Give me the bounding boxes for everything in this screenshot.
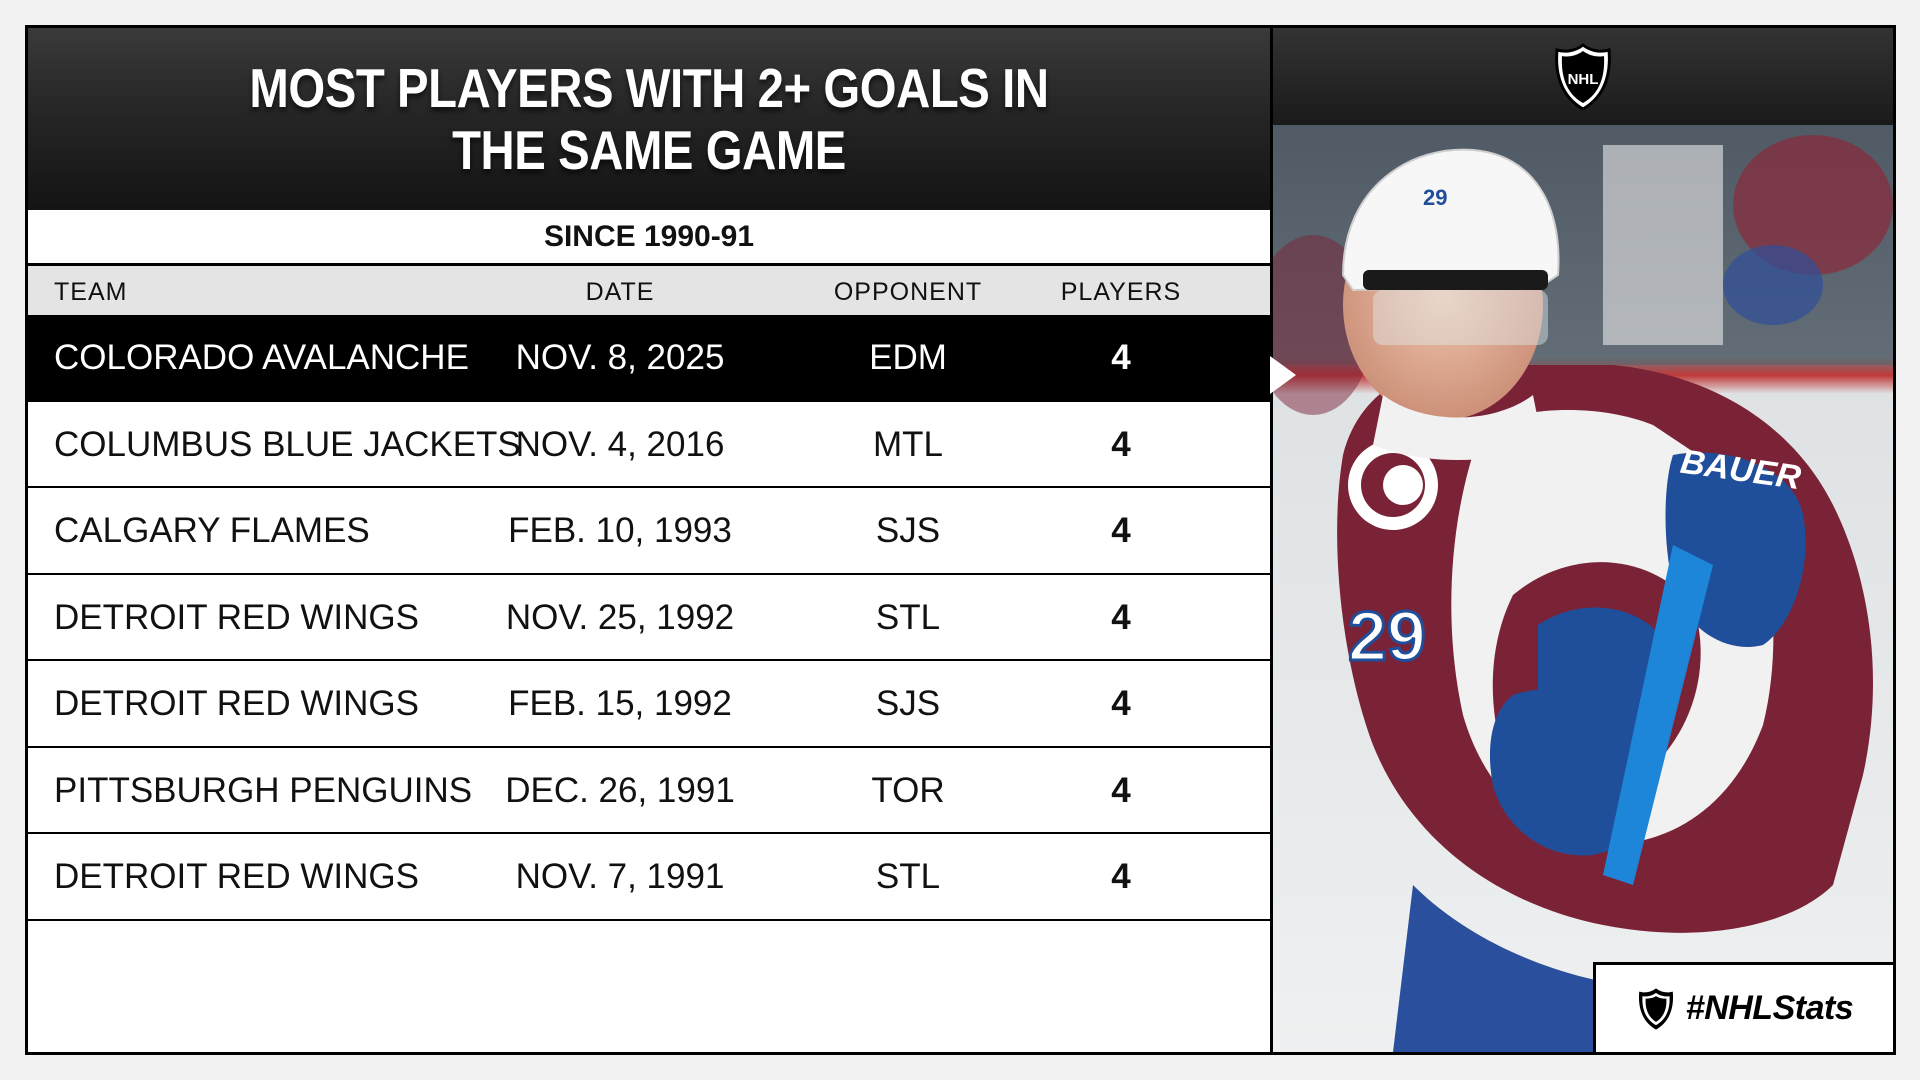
nhl-shield-logo-icon: NHL <box>1555 42 1611 111</box>
helmet-number: 29 <box>1423 185 1447 210</box>
team-cell: COLORADO AVALANCHE <box>54 338 469 378</box>
chart-subtitle: SINCE 1990-91 <box>28 210 1270 266</box>
opponent-cell: TOR <box>871 770 945 810</box>
highlight-pointer-icon <box>1270 356 1296 394</box>
hashtag-badge: #NHLStats <box>1593 962 1893 1052</box>
hashtag-text: #NHLStats <box>1685 989 1854 1027</box>
opponent-cell: STL <box>875 857 941 897</box>
date-cell: FEB. 15, 1992 <box>508 684 732 724</box>
subtitle-text: SINCE 1990-91 <box>543 219 755 253</box>
team-cell: CALGARY FLAMES <box>54 511 370 551</box>
players-cell: 4 <box>1111 511 1131 551</box>
sleeve-number: 29 <box>1348 597 1426 675</box>
players-cell: 4 <box>1111 424 1131 464</box>
opponent-cell: MTL <box>873 424 943 464</box>
players-cell: 4 <box>1111 770 1131 810</box>
table-row: CALGARY FLAMES FEB. 10, 1993 SJS 4 <box>28 488 1270 575</box>
nhl-small-shield-icon <box>1638 987 1673 1030</box>
table-row: DETROIT RED WINGS FEB. 15, 1992 SJS 4 <box>28 661 1270 748</box>
column-header-date: DATE <box>585 278 655 306</box>
graphic-frame: MOST PLAYERS WITH 2+ GOALS IN THE SAME G… <box>25 25 1896 1055</box>
players-cell: 4 <box>1111 597 1131 637</box>
opponent-cell: SJS <box>875 511 941 551</box>
team-cell: DETROIT RED WINGS <box>54 597 419 637</box>
players-cell: 4 <box>1111 684 1131 724</box>
column-header-team: TEAM <box>54 278 128 306</box>
logo-bar: NHL <box>1273 28 1893 125</box>
players-cell: 4 <box>1111 857 1131 897</box>
logo-text: NHL <box>1568 71 1599 88</box>
table-row: DETROIT RED WINGS NOV. 25, 1992 STL 4 <box>28 574 1270 661</box>
team-cell: PITTSBURGH PENGUINS <box>54 770 473 810</box>
team-cell: DETROIT RED WINGS <box>54 857 419 897</box>
column-header-opponent: OPPONENT <box>833 278 983 306</box>
table-header-row: TEAM DATE OPPONENT PLAYERS <box>28 266 1270 315</box>
players-cell: 4 <box>1111 338 1131 378</box>
stats-table-panel: MOST PLAYERS WITH 2+ GOALS IN THE SAME G… <box>28 28 1270 1052</box>
date-cell: NOV. 8, 2025 <box>515 338 725 378</box>
opponent-cell: EDM <box>869 338 947 378</box>
photo-panel: NHL <box>1273 28 1893 1052</box>
date-cell: NOV. 4, 2016 <box>515 424 725 464</box>
date-cell: NOV. 7, 1991 <box>515 857 725 897</box>
team-cell: COLUMBUS BLUE JACKETS <box>54 424 521 464</box>
team-cell: DETROIT RED WINGS <box>54 684 419 724</box>
table-row-highlighted: COLORADO AVALANCHE NOV. 8, 2025 EDM 4 <box>28 315 1270 402</box>
opponent-cell: STL <box>875 597 941 637</box>
title-box: MOST PLAYERS WITH 2+ GOALS IN THE SAME G… <box>28 28 1270 210</box>
date-cell: FEB. 10, 1993 <box>508 511 732 551</box>
player-photo: 29 BAUER 29 <box>1273 125 1893 1052</box>
player-photo-illustration: 29 BAUER 29 <box>1273 125 1893 1052</box>
table-row: PITTSBURGH PENGUINS DEC. 26, 1991 TOR 4 <box>28 747 1270 834</box>
date-cell: DEC. 26, 1991 <box>505 770 735 810</box>
opponent-cell: SJS <box>875 684 941 724</box>
table-row: DETROIT RED WINGS NOV. 7, 1991 STL 4 <box>28 834 1270 921</box>
chart-title: MOST PLAYERS WITH 2+ GOALS IN THE SAME G… <box>249 57 1049 181</box>
date-cell: NOV. 25, 1992 <box>505 597 735 637</box>
table-row: COLUMBUS BLUE JACKETS NOV. 4, 2016 MTL 4 <box>28 401 1270 488</box>
column-header-players: PLAYERS <box>1060 278 1182 306</box>
